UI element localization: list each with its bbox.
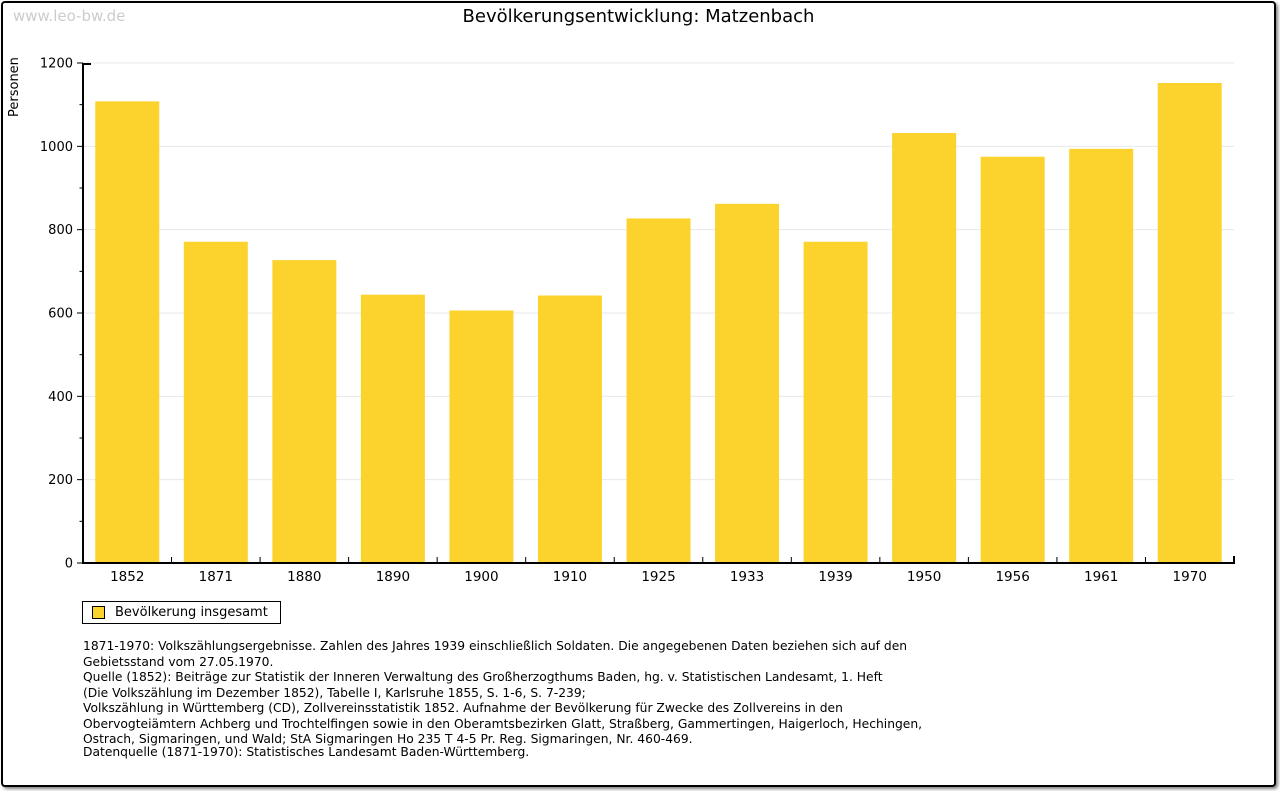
page-title: Bevölkerungsentwicklung: Matzenbach [462, 6, 815, 27]
y-axis-label: Personen [7, 57, 22, 117]
bar-1925 [626, 218, 691, 563]
bar-1970 [1157, 83, 1222, 563]
y-tick-label-0: 0 [65, 557, 73, 572]
bar-1890 [360, 294, 425, 563]
x-tick-label-1961: 1961 [1084, 569, 1118, 585]
y-tick-label-800: 800 [48, 223, 73, 238]
bar-1871 [183, 241, 248, 563]
bar-1950 [892, 133, 957, 563]
bar-1939 [803, 241, 868, 563]
x-tick-label-1939: 1939 [818, 569, 852, 585]
x-tick-label-1880: 1880 [287, 569, 321, 585]
footnotes-block: 1871-1970: Volkszählungsergebnisse. Zahl… [83, 639, 923, 746]
legend-label: Bevölkerung insgesamt [115, 605, 268, 620]
y-tick-label-1200: 1200 [40, 57, 73, 72]
y-tick-label-400: 400 [48, 390, 73, 405]
bar-1910 [537, 295, 602, 563]
legend-box: Bevölkerung insgesamt [82, 601, 281, 624]
chart-svg: 0 200 400 600 800 1000 1200 1852 1871 1880 1890 190… [7, 57, 1235, 585]
bar-1880 [272, 260, 337, 563]
x-tick-label-1925: 1925 [641, 569, 675, 585]
x-tick-label-1933: 1933 [730, 569, 764, 585]
y-tick-label-200: 200 [48, 473, 73, 488]
bar-1956 [980, 156, 1045, 563]
bar-1852 [95, 101, 160, 563]
x-tick-label-1910: 1910 [553, 569, 587, 585]
datasource-line: Datenquelle (1871-1970): Statistisches L… [83, 745, 530, 759]
bar-1961 [1069, 148, 1134, 564]
x-tick-label-1890: 1890 [376, 569, 410, 585]
x-tick-label-1871: 1871 [199, 569, 233, 585]
x-tick-label-1852: 1852 [110, 569, 144, 585]
x-tick-label-1900: 1900 [464, 569, 498, 585]
chart: 0 200 400 600 800 1000 1200 1852 1871 1880 1890 190… [3, 3, 1280, 598]
watermark: www.leo-bw.de [13, 7, 126, 25]
bar-1933 [715, 203, 780, 564]
y-tick-label-600: 600 [48, 307, 73, 322]
y-tick-label-1000: 1000 [40, 140, 73, 155]
x-tick-label-1970: 1970 [1173, 569, 1207, 585]
x-tick-label-1956: 1956 [995, 569, 1029, 585]
bar-1900 [449, 310, 514, 563]
legend-swatch-icon [92, 606, 105, 619]
x-tick-label-1950: 1950 [907, 569, 941, 585]
